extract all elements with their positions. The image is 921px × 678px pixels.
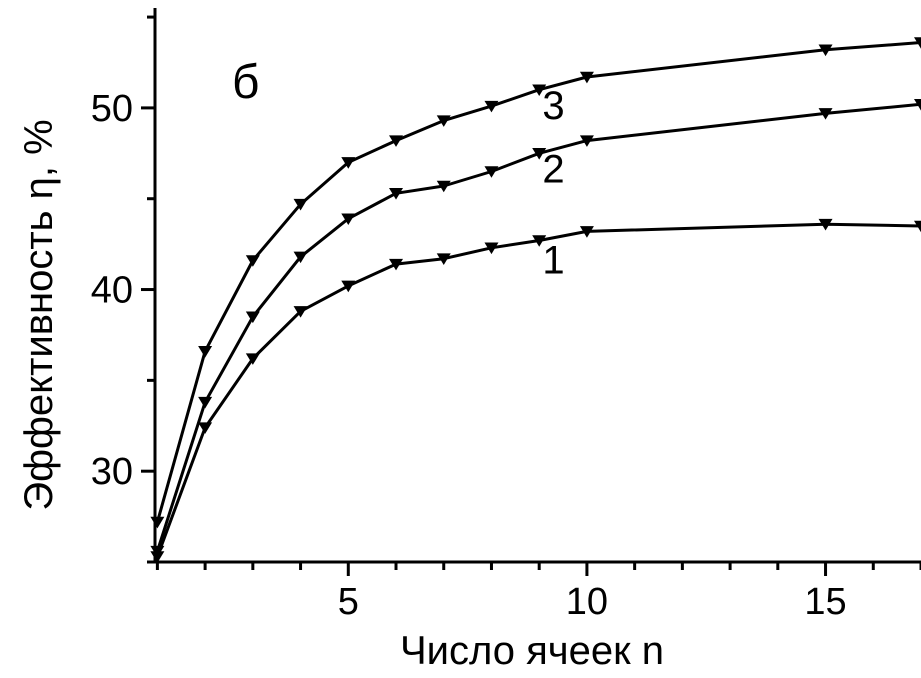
x-axis-label: Число ячеек n [400,629,664,673]
data-point [532,84,547,97]
x-tick-label: 10 [566,581,608,623]
data-point [198,422,213,434]
data-point [484,166,499,178]
data-point [818,44,833,57]
series-2: 2 [150,99,921,558]
data-point [389,258,404,271]
y-axis-label: Эффективность η, % [17,119,61,510]
data-point [914,220,921,233]
data-point [914,99,921,111]
ticks: 5 10 15 30 40 50 [91,15,921,623]
series-label: 3 [542,84,564,128]
data-point [484,242,499,255]
y-tick-label: 50 [91,88,133,130]
data-point [150,545,165,558]
series-label: 1 [542,238,564,282]
data-point [389,188,404,200]
y-tick-label: 40 [91,270,133,312]
series-line [155,41,921,523]
series-label: 2 [542,148,564,192]
data-point [389,135,404,147]
data-point [341,157,356,169]
panel-label: б [232,56,260,109]
data-point [532,235,547,247]
data-point [341,280,356,293]
x-tick-label: 5 [338,581,359,623]
data-point [245,255,260,267]
data-point [245,311,260,324]
data-point [436,180,451,193]
data-point [245,353,260,365]
data-point [484,100,499,113]
data-point [436,253,451,265]
data-point [293,251,308,264]
x-tick-label: 15 [804,581,846,623]
data-point [914,37,921,49]
data-point [579,135,594,147]
data-point [293,306,308,318]
data-point [579,226,594,238]
data-point [341,213,356,226]
data-point [293,198,308,211]
data-point [198,396,213,409]
series-layer: 1 2 3 [150,37,921,563]
data-point [436,115,451,127]
data-point [198,346,213,358]
series-3: 3 [150,37,921,529]
y-tick-label: 30 [91,451,133,493]
series-line [155,102,921,552]
data-point [532,148,547,160]
data-point [818,108,833,120]
series-1: 1 [150,218,921,563]
data-point [579,71,594,84]
series-line [155,222,921,558]
data-point [150,516,165,529]
data-point [818,218,833,231]
